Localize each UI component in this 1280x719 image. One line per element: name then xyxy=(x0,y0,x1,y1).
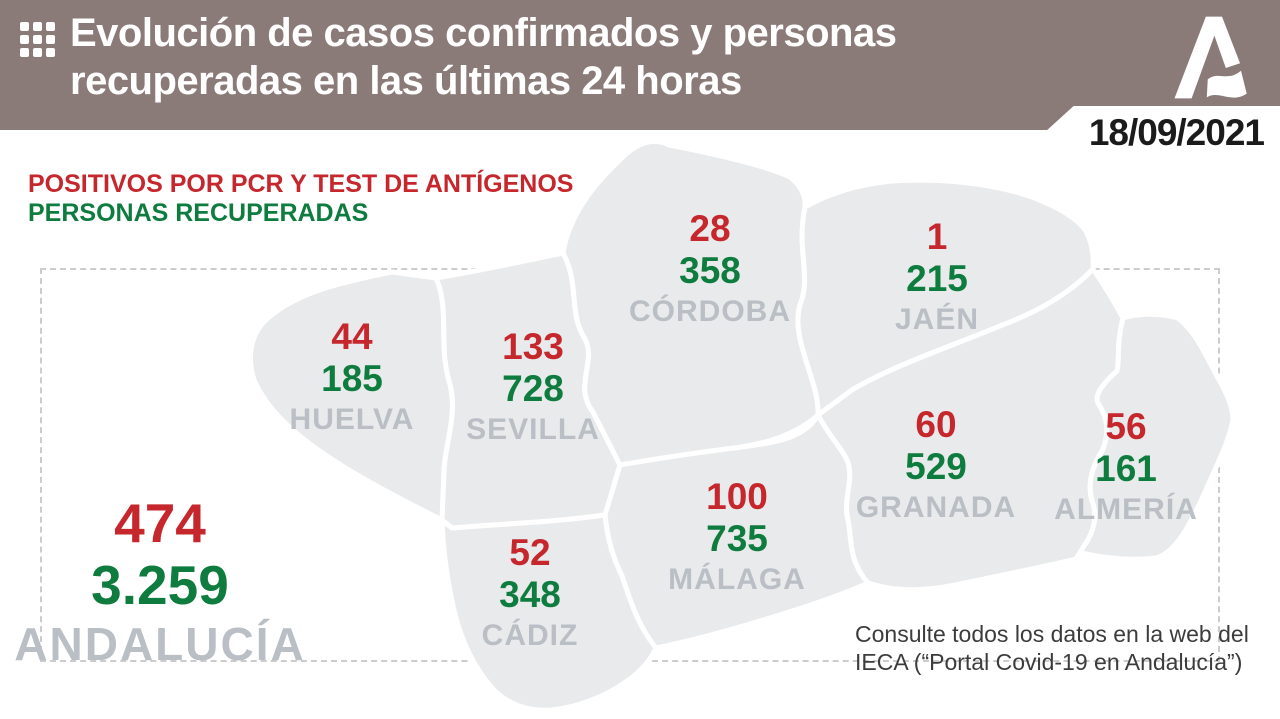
recovered-value: 728 xyxy=(502,368,564,409)
recovered-value: 185 xyxy=(321,358,383,399)
junta-de-andalucia-logo xyxy=(1174,16,1247,99)
totals-andalucia: 474 3.259 ANDALUCÍA xyxy=(14,492,305,672)
recovered-value: 161 xyxy=(1095,448,1157,489)
page-title-line-2: recuperadas en las últimas 24 horas xyxy=(70,59,742,103)
recovered-value: 735 xyxy=(706,518,768,559)
positives-value: 28 xyxy=(689,208,731,249)
footer-note: Consulte todos los datos en la web del I… xyxy=(855,620,1249,676)
page-title-line-1: Evolución de casos confirmados y persona… xyxy=(70,11,897,55)
marker-sevilla: 133 728 SEVILLA xyxy=(466,326,600,450)
marker-malaga: 100 735 MÁLAGA xyxy=(668,476,806,600)
positives-value: 1 xyxy=(926,216,948,257)
marker-jaen: 1 215 JAÉN xyxy=(895,216,979,340)
legend-positives: POSITIVOS POR PCR Y TEST DE ANTÍGENOS xyxy=(28,170,574,198)
date-notch xyxy=(1047,106,1280,130)
region-name: ANDALUCÍA xyxy=(14,618,306,670)
positives-value: 44 xyxy=(331,316,373,357)
footer-note-line-2: IECA (“Portal Covid-19 en Andalucía”) xyxy=(855,649,1243,675)
province-name: ALMERÍA xyxy=(1054,493,1198,526)
province-name: JAÉN xyxy=(894,303,980,336)
recovered-value: 348 xyxy=(499,574,561,615)
province-name: CÓRDOBA xyxy=(629,295,791,328)
province-name: SEVILLA xyxy=(466,413,600,446)
grid-icon xyxy=(20,22,57,59)
province-name: HUELVA xyxy=(289,403,415,436)
marker-cordoba: 28 358 CÓRDOBA xyxy=(629,208,791,332)
report-date: 18/09/2021 xyxy=(1088,112,1265,153)
positives-value: 100 xyxy=(706,476,768,517)
province-name: MÁLAGA xyxy=(668,563,806,596)
marker-almeria: 56 161 ALMERÍA xyxy=(1054,406,1198,530)
page-title: Evolución de casos confirmados y persona… xyxy=(70,9,897,105)
total-recovered: 3.259 xyxy=(91,554,229,616)
recovered-value: 529 xyxy=(905,446,967,487)
header-bar: Evolución de casos confirmados y persona… xyxy=(0,0,1280,130)
marker-huelva: 44 185 HUELVA xyxy=(290,316,415,440)
recovered-value: 358 xyxy=(679,250,741,291)
province-name: GRANADA xyxy=(855,491,1017,524)
marker-granada: 60 529 GRANADA xyxy=(856,404,1016,528)
positives-value: 60 xyxy=(915,404,957,445)
positives-value: 56 xyxy=(1105,406,1147,447)
province-shape-cadiz xyxy=(439,512,659,713)
recovered-value: 215 xyxy=(906,258,968,299)
positives-value: 133 xyxy=(502,326,564,367)
legend-recovered: PERSONAS RECUPERADAS xyxy=(28,199,369,227)
total-positives: 474 xyxy=(114,492,206,554)
province-shape-almeria xyxy=(1073,311,1236,562)
marker-cadiz: 52 348 CÁDIZ xyxy=(482,532,579,656)
province-name: CÁDIZ xyxy=(481,619,579,652)
legend: POSITIVOS POR PCR Y TEST DE ANTÍGENOS PE… xyxy=(28,170,573,228)
footer-note-line-1: Consulte todos los datos en la web del xyxy=(855,621,1249,647)
positives-value: 52 xyxy=(509,532,551,573)
